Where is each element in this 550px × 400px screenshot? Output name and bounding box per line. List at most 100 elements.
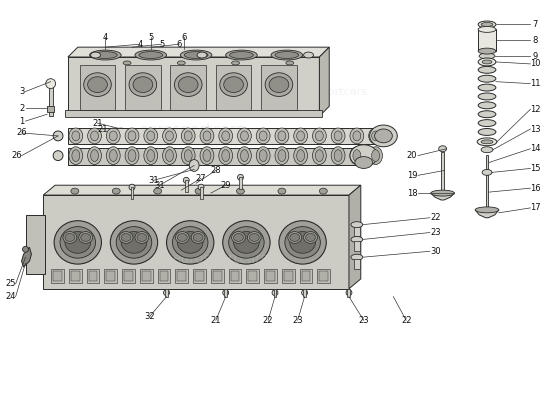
Ellipse shape: [296, 150, 305, 162]
Ellipse shape: [112, 188, 120, 194]
Ellipse shape: [278, 188, 286, 194]
Text: 8: 8: [532, 36, 538, 45]
Ellipse shape: [230, 52, 254, 58]
Ellipse shape: [304, 52, 313, 58]
Text: 4: 4: [138, 40, 142, 49]
Bar: [229, 269, 241, 283]
Ellipse shape: [312, 128, 326, 144]
Polygon shape: [431, 193, 454, 200]
Bar: [68, 128, 383, 144]
Ellipse shape: [316, 131, 323, 141]
Bar: [175, 269, 188, 283]
Ellipse shape: [116, 227, 152, 258]
Text: 22: 22: [431, 213, 441, 222]
Bar: [158, 269, 170, 283]
Ellipse shape: [109, 150, 117, 162]
Bar: [320, 271, 328, 281]
Ellipse shape: [203, 131, 211, 141]
Ellipse shape: [174, 73, 202, 96]
Bar: [25, 215, 45, 274]
Text: 3: 3: [19, 87, 24, 96]
Ellipse shape: [232, 61, 239, 65]
Bar: [104, 269, 117, 283]
Ellipse shape: [46, 79, 56, 88]
Ellipse shape: [72, 131, 80, 141]
Bar: [354, 242, 360, 251]
Ellipse shape: [350, 145, 377, 166]
Ellipse shape: [248, 232, 261, 243]
Ellipse shape: [203, 150, 211, 162]
Ellipse shape: [275, 128, 289, 144]
Text: eurosportcars: eurosportcars: [291, 86, 368, 96]
Text: 25: 25: [6, 279, 16, 288]
Ellipse shape: [133, 77, 153, 92]
Bar: [185, 180, 188, 192]
Ellipse shape: [304, 232, 317, 243]
Ellipse shape: [200, 128, 214, 144]
Ellipse shape: [23, 246, 29, 252]
Ellipse shape: [232, 232, 245, 243]
Ellipse shape: [197, 52, 207, 58]
Ellipse shape: [286, 61, 294, 65]
Ellipse shape: [139, 52, 163, 58]
Polygon shape: [320, 47, 329, 116]
Bar: [140, 269, 153, 283]
Ellipse shape: [256, 147, 270, 164]
Ellipse shape: [189, 160, 199, 172]
Ellipse shape: [481, 147, 493, 153]
Ellipse shape: [278, 131, 286, 141]
Ellipse shape: [372, 131, 379, 141]
Text: 18: 18: [407, 188, 417, 198]
Bar: [193, 269, 206, 283]
Bar: [266, 271, 275, 281]
Ellipse shape: [478, 120, 496, 126]
Bar: [124, 271, 133, 281]
Ellipse shape: [316, 150, 323, 162]
Text: 6: 6: [177, 40, 182, 49]
Ellipse shape: [271, 50, 302, 60]
Bar: [213, 271, 222, 281]
Ellipse shape: [182, 147, 195, 164]
Text: 30: 30: [431, 247, 441, 256]
Text: 16: 16: [530, 184, 541, 193]
Ellipse shape: [229, 227, 264, 258]
Ellipse shape: [479, 53, 495, 59]
Ellipse shape: [222, 131, 230, 141]
Bar: [165, 289, 168, 297]
Ellipse shape: [184, 52, 208, 58]
Ellipse shape: [368, 128, 382, 144]
Ellipse shape: [178, 77, 198, 92]
Text: eurosportcars: eurosportcars: [138, 124, 244, 138]
Ellipse shape: [249, 234, 259, 242]
Ellipse shape: [223, 290, 229, 296]
Text: 24: 24: [6, 292, 16, 301]
Ellipse shape: [478, 66, 496, 73]
Bar: [80, 65, 116, 110]
Ellipse shape: [222, 150, 230, 162]
Ellipse shape: [226, 50, 257, 60]
Bar: [239, 177, 242, 189]
Ellipse shape: [193, 234, 203, 242]
Ellipse shape: [294, 147, 307, 164]
Ellipse shape: [285, 227, 320, 258]
Ellipse shape: [290, 234, 300, 242]
Bar: [200, 187, 202, 199]
Text: 21: 21: [92, 118, 103, 128]
Ellipse shape: [106, 147, 120, 164]
Text: 31: 31: [155, 181, 165, 190]
Text: 15: 15: [530, 164, 541, 173]
Ellipse shape: [166, 131, 173, 141]
Ellipse shape: [129, 184, 135, 190]
Ellipse shape: [478, 84, 496, 91]
Bar: [53, 271, 62, 281]
Ellipse shape: [240, 131, 249, 141]
Bar: [211, 269, 224, 283]
Ellipse shape: [180, 50, 212, 60]
Bar: [65, 110, 322, 117]
Ellipse shape: [372, 150, 379, 162]
Ellipse shape: [177, 61, 185, 65]
Text: 5: 5: [148, 33, 153, 42]
Ellipse shape: [63, 232, 77, 243]
Bar: [486, 175, 488, 210]
Ellipse shape: [129, 73, 157, 96]
